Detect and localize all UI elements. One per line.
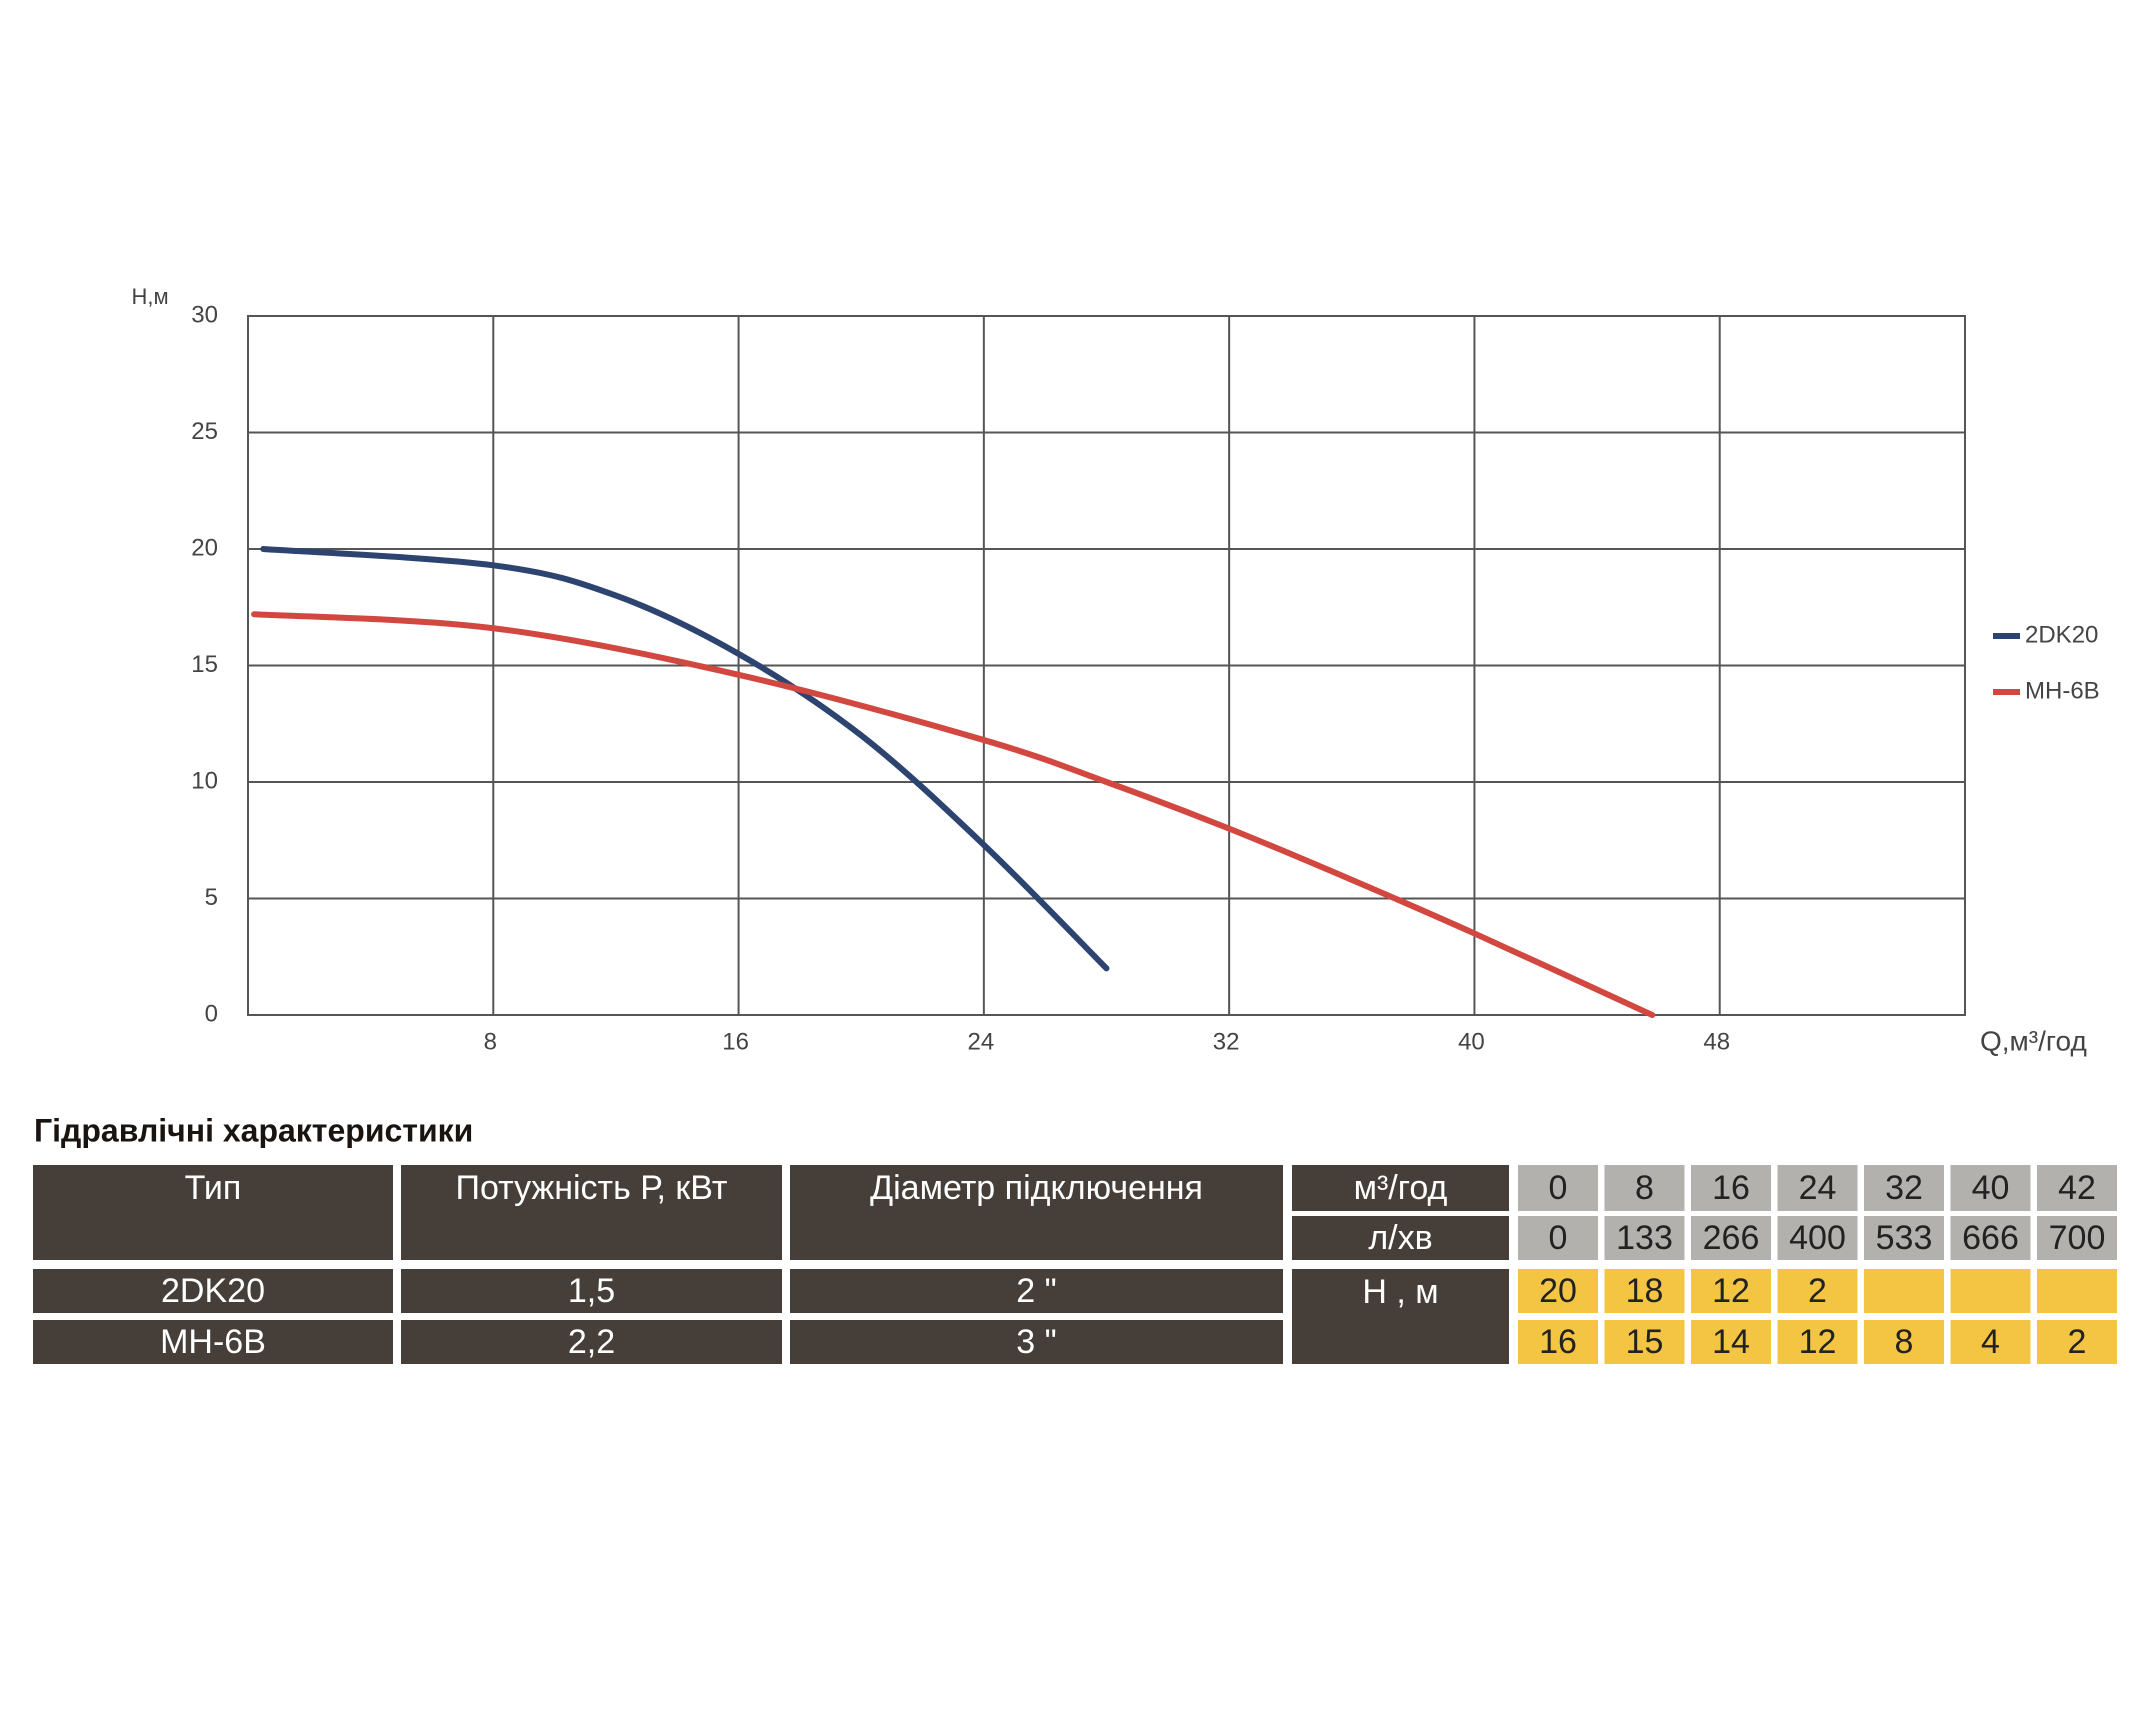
flow-value-bg (1691, 1216, 1771, 1260)
flow-value-bg (1604, 1165, 1685, 1211)
flow-value: 700 (2049, 1219, 2106, 1257)
flow-value-bg (1864, 1165, 1944, 1211)
head-value: 4 (1981, 1323, 2000, 1361)
row-cell: 3 " (1016, 1323, 1056, 1361)
head-value: 2 (2068, 1323, 2087, 1361)
y-tick-label: 0 (205, 1000, 218, 1027)
legend-label: 2DK20 (2025, 621, 2098, 648)
head-value-bg (1950, 1269, 2031, 1313)
flow-value: 666 (1962, 1219, 2019, 1257)
x-tick-label: 40 (1458, 1028, 1485, 1055)
legend-label: МН-6В (2025, 677, 2100, 704)
y-tick-label: 30 (191, 301, 218, 328)
head-value: 16 (1539, 1323, 1577, 1361)
flow-value-bg (1518, 1165, 1598, 1211)
flow-label-bg (1292, 1165, 1509, 1211)
head-value: 12 (1712, 1272, 1750, 1310)
y-axis-label: Н,м (131, 284, 168, 309)
x-axis-label: Q,м³/год (1980, 1025, 2087, 1056)
head-value: 2 (1808, 1272, 1827, 1310)
head-value-bg (1864, 1320, 1944, 1364)
flow-value-bg (1604, 1216, 1685, 1260)
row-cell: 2,2 (568, 1323, 615, 1361)
head-label: Н , м (1362, 1273, 1438, 1311)
row-cell-bg (33, 1320, 393, 1364)
y-tick-label: 10 (191, 767, 218, 794)
head-value-bg (1777, 1320, 1858, 1364)
head-value-bg (1777, 1269, 1858, 1313)
head-label-bg (1292, 1269, 1509, 1364)
flow-value-bg (1950, 1216, 2031, 1260)
x-tick-label: 16 (722, 1028, 749, 1055)
header-cell-bg (33, 1165, 393, 1260)
head-value: 18 (1626, 1272, 1664, 1310)
head-value: 20 (1539, 1272, 1577, 1310)
flow-value-bg (1864, 1216, 1944, 1260)
head-value-bg (1604, 1320, 1685, 1364)
flow-value-bg (2037, 1165, 2117, 1211)
row-cell: 2DK20 (161, 1272, 265, 1310)
head-value: 15 (1626, 1323, 1664, 1361)
x-tick-label: 24 (968, 1028, 995, 1055)
head-value: 14 (1712, 1323, 1750, 1361)
header-cell-bg (401, 1165, 782, 1260)
flow-value: 0 (1549, 1219, 1568, 1257)
head-value: 8 (1895, 1323, 1914, 1361)
flow-label: м³/год (1354, 1169, 1448, 1207)
head-value: 12 (1799, 1323, 1837, 1361)
flow-value-bg (1777, 1165, 1858, 1211)
head-value-bg (1691, 1269, 1771, 1313)
header-cell: Діаметр підключення (870, 1169, 1203, 1207)
series-line (251, 611, 1656, 1018)
header-cell-bg (790, 1165, 1283, 1260)
flow-value: 266 (1703, 1219, 1760, 1257)
flow-value-bg (1691, 1165, 1771, 1211)
flow-value: 16 (1712, 1169, 1750, 1207)
flow-value: 42 (2058, 1169, 2096, 1207)
head-value-bg (1864, 1269, 1944, 1313)
x-tick-label: 8 (484, 1028, 497, 1055)
flow-label: л/хв (1368, 1219, 1432, 1257)
head-value-bg (1691, 1320, 1771, 1364)
flow-value: 400 (1789, 1219, 1846, 1257)
flow-value: 40 (1972, 1169, 2010, 1207)
head-value-bg (1518, 1320, 1598, 1364)
flow-value: 533 (1876, 1219, 1933, 1257)
flow-value: 24 (1799, 1169, 1837, 1207)
flow-value: 8 (1635, 1169, 1654, 1207)
head-value-bg (1950, 1320, 2031, 1364)
flow-value: 32 (1885, 1169, 1923, 1207)
header-cell: Тип (185, 1169, 242, 1207)
flow-value: 0 (1549, 1169, 1568, 1207)
table-title: Гідравлічні характеристики (34, 1112, 473, 1148)
flow-value: 133 (1616, 1219, 1673, 1257)
row-cell: 1,5 (568, 1272, 615, 1310)
flow-value-bg (1518, 1216, 1598, 1260)
y-tick-label: 20 (191, 534, 218, 561)
flow-value-bg (1950, 1165, 2031, 1211)
head-value-bg (2037, 1320, 2117, 1364)
row-cell-bg (790, 1320, 1283, 1364)
y-tick-label: 15 (191, 651, 218, 678)
series-line (260, 546, 1110, 972)
flow-value-bg (1777, 1216, 1858, 1260)
flow-label-bg (1292, 1216, 1509, 1260)
header-cell: Потужність Р, кВт (456, 1169, 728, 1207)
y-tick-label: 5 (205, 884, 218, 911)
head-value-bg (1518, 1269, 1598, 1313)
row-cell-bg (401, 1269, 782, 1313)
row-cell-bg (790, 1269, 1283, 1313)
y-tick-label: 25 (191, 418, 218, 445)
head-value-bg (1604, 1269, 1685, 1313)
row-cell-bg (33, 1269, 393, 1313)
x-tick-label: 48 (1703, 1028, 1730, 1055)
flow-value-bg (2037, 1216, 2117, 1260)
row-cell: 2 " (1016, 1272, 1056, 1310)
row-cell: МН-6В (160, 1323, 266, 1361)
head-value-bg (2037, 1269, 2117, 1313)
x-tick-label: 32 (1213, 1028, 1240, 1055)
row-cell-bg (401, 1320, 782, 1364)
